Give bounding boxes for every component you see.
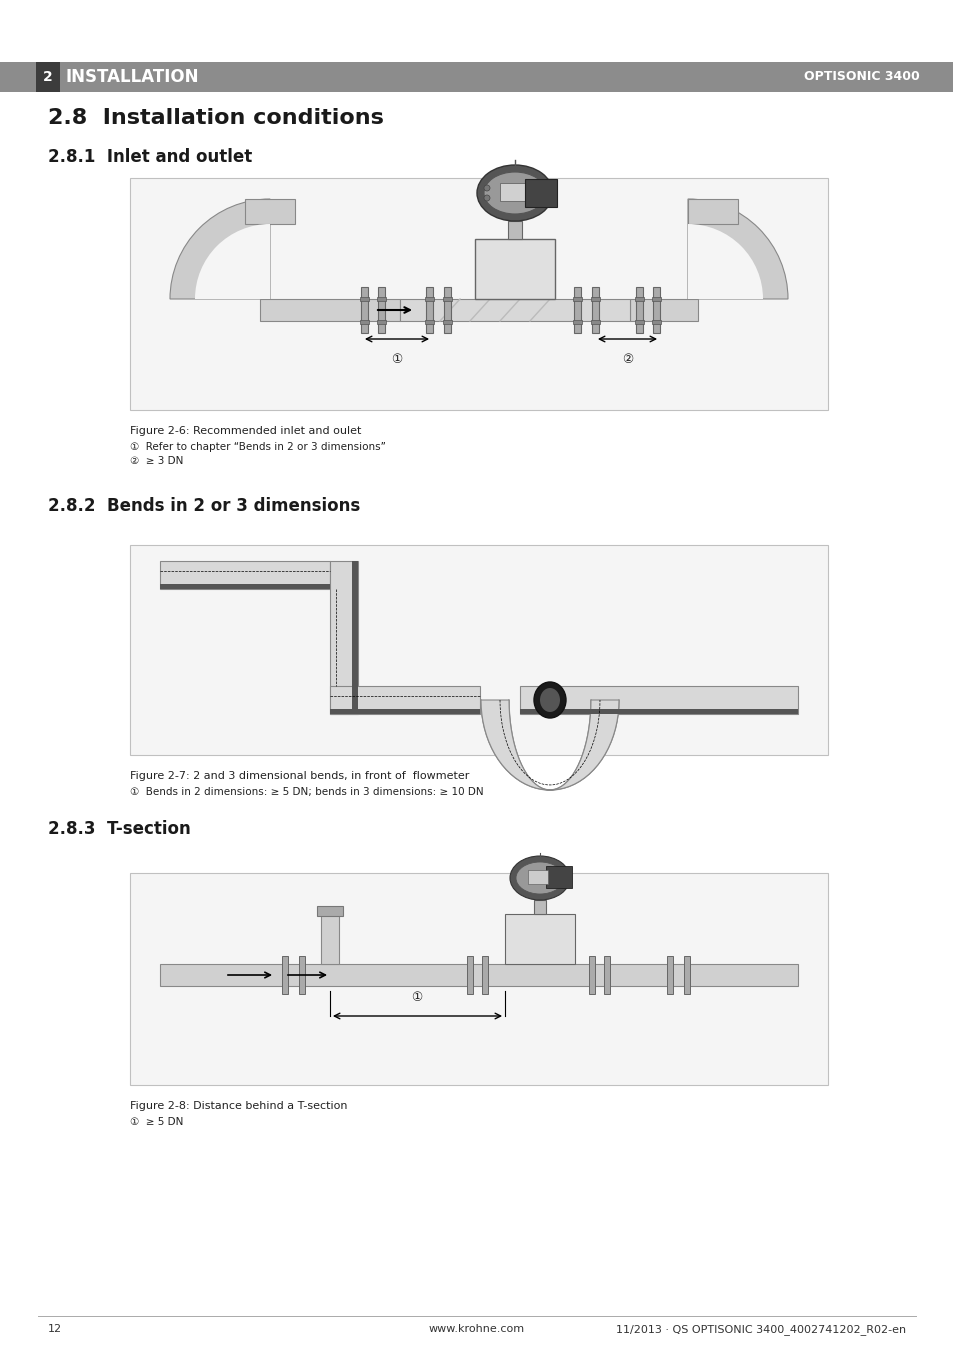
Bar bbox=[160, 965, 797, 986]
Text: ①: ① bbox=[391, 353, 402, 366]
Bar bbox=[282, 957, 288, 994]
Text: 2.8.3  T-section: 2.8.3 T-section bbox=[48, 820, 191, 838]
Ellipse shape bbox=[476, 165, 553, 222]
Text: OPTISONIC 3400: OPTISONIC 3400 bbox=[803, 70, 919, 84]
Bar bbox=[360, 296, 369, 300]
Bar bbox=[352, 561, 357, 713]
Bar bbox=[377, 319, 386, 323]
Bar bbox=[443, 319, 452, 323]
Bar bbox=[444, 286, 451, 332]
Bar bbox=[320, 911, 338, 965]
Bar bbox=[666, 957, 672, 994]
Bar bbox=[636, 286, 643, 332]
Bar bbox=[0, 62, 953, 92]
Bar bbox=[130, 873, 827, 1085]
Bar bbox=[425, 296, 434, 300]
Text: ②: ② bbox=[621, 353, 633, 366]
Bar bbox=[160, 561, 330, 589]
Bar bbox=[653, 286, 659, 332]
Bar bbox=[507, 222, 521, 239]
Text: Figure 2-8: Distance behind a T-section: Figure 2-8: Distance behind a T-section bbox=[130, 1101, 347, 1111]
Text: Figure 2-7: 2 and 3 dimensional bends, in front of  flowmeter: Figure 2-7: 2 and 3 dimensional bends, i… bbox=[130, 771, 469, 781]
Bar bbox=[467, 957, 473, 994]
Wedge shape bbox=[194, 224, 270, 299]
Bar bbox=[426, 286, 433, 332]
Bar bbox=[330, 709, 479, 713]
Bar bbox=[524, 178, 557, 207]
Bar bbox=[652, 319, 660, 323]
Bar bbox=[534, 900, 545, 915]
Bar bbox=[361, 286, 368, 332]
Circle shape bbox=[532, 195, 537, 201]
Bar bbox=[399, 299, 629, 322]
Text: Figure 2-6: Recommended inlet and oulet: Figure 2-6: Recommended inlet and oulet bbox=[130, 426, 361, 436]
Bar bbox=[573, 319, 582, 323]
Text: www.krohne.com: www.krohne.com bbox=[429, 1324, 524, 1333]
Bar bbox=[130, 178, 827, 409]
Ellipse shape bbox=[539, 688, 559, 712]
Text: ①  Bends in 2 dimensions: ≥ 5 DN; bends in 3 dimensions: ≥ 10 DN: ① Bends in 2 dimensions: ≥ 5 DN; bends i… bbox=[130, 788, 483, 797]
Bar bbox=[683, 957, 689, 994]
Text: ①  ≥ 5 DN: ① ≥ 5 DN bbox=[130, 1117, 183, 1127]
Bar bbox=[316, 907, 343, 916]
Ellipse shape bbox=[483, 172, 545, 213]
Wedge shape bbox=[170, 199, 270, 299]
Bar bbox=[635, 319, 644, 323]
Text: 2.8.1  Inlet and outlet: 2.8.1 Inlet and outlet bbox=[48, 149, 252, 166]
Bar bbox=[519, 709, 797, 713]
Bar bbox=[687, 199, 738, 224]
Bar bbox=[298, 957, 305, 994]
Text: 11/2013 · QS OPTISONIC 3400_4002741202_R02-en: 11/2013 · QS OPTISONIC 3400_4002741202_R… bbox=[616, 1324, 905, 1335]
Text: 2.8.2  Bends in 2 or 3 dimensions: 2.8.2 Bends in 2 or 3 dimensions bbox=[48, 497, 360, 515]
Wedge shape bbox=[687, 199, 787, 299]
Text: 2: 2 bbox=[43, 70, 52, 84]
Bar bbox=[260, 299, 399, 322]
Polygon shape bbox=[480, 700, 618, 790]
Wedge shape bbox=[687, 224, 762, 299]
Bar bbox=[603, 957, 609, 994]
Bar bbox=[360, 319, 369, 323]
Bar bbox=[652, 296, 660, 300]
Bar bbox=[130, 544, 827, 755]
Bar bbox=[504, 915, 575, 965]
Bar bbox=[481, 957, 488, 994]
Bar bbox=[573, 296, 582, 300]
Bar bbox=[527, 870, 547, 884]
Text: 12: 12 bbox=[48, 1324, 62, 1333]
Circle shape bbox=[483, 185, 490, 190]
Bar bbox=[245, 199, 294, 224]
Bar bbox=[588, 957, 595, 994]
Bar bbox=[591, 319, 599, 323]
Bar bbox=[443, 296, 452, 300]
Bar bbox=[591, 296, 599, 300]
Circle shape bbox=[532, 185, 537, 190]
Bar bbox=[629, 299, 698, 322]
Bar bbox=[592, 286, 598, 332]
Bar bbox=[475, 239, 555, 299]
Text: ①: ① bbox=[411, 992, 422, 1004]
Ellipse shape bbox=[534, 682, 565, 717]
Bar bbox=[160, 584, 330, 589]
Bar bbox=[36, 62, 60, 92]
Bar bbox=[574, 286, 581, 332]
Bar bbox=[499, 182, 524, 201]
Text: INSTALLATION: INSTALLATION bbox=[66, 68, 199, 86]
Bar bbox=[635, 296, 644, 300]
Text: 2.8  Installation conditions: 2.8 Installation conditions bbox=[48, 108, 383, 128]
Bar bbox=[425, 319, 434, 323]
Bar bbox=[330, 561, 357, 713]
Bar bbox=[378, 286, 385, 332]
Bar bbox=[330, 686, 479, 713]
Bar bbox=[377, 296, 386, 300]
Bar bbox=[519, 686, 797, 713]
Bar bbox=[545, 866, 572, 888]
Ellipse shape bbox=[516, 862, 563, 894]
Ellipse shape bbox=[510, 857, 569, 900]
Circle shape bbox=[483, 195, 490, 201]
Text: ②  ≥ 3 DN: ② ≥ 3 DN bbox=[130, 457, 183, 466]
Text: ①  Refer to chapter “Bends in 2 or 3 dimensions”: ① Refer to chapter “Bends in 2 or 3 dime… bbox=[130, 442, 385, 453]
